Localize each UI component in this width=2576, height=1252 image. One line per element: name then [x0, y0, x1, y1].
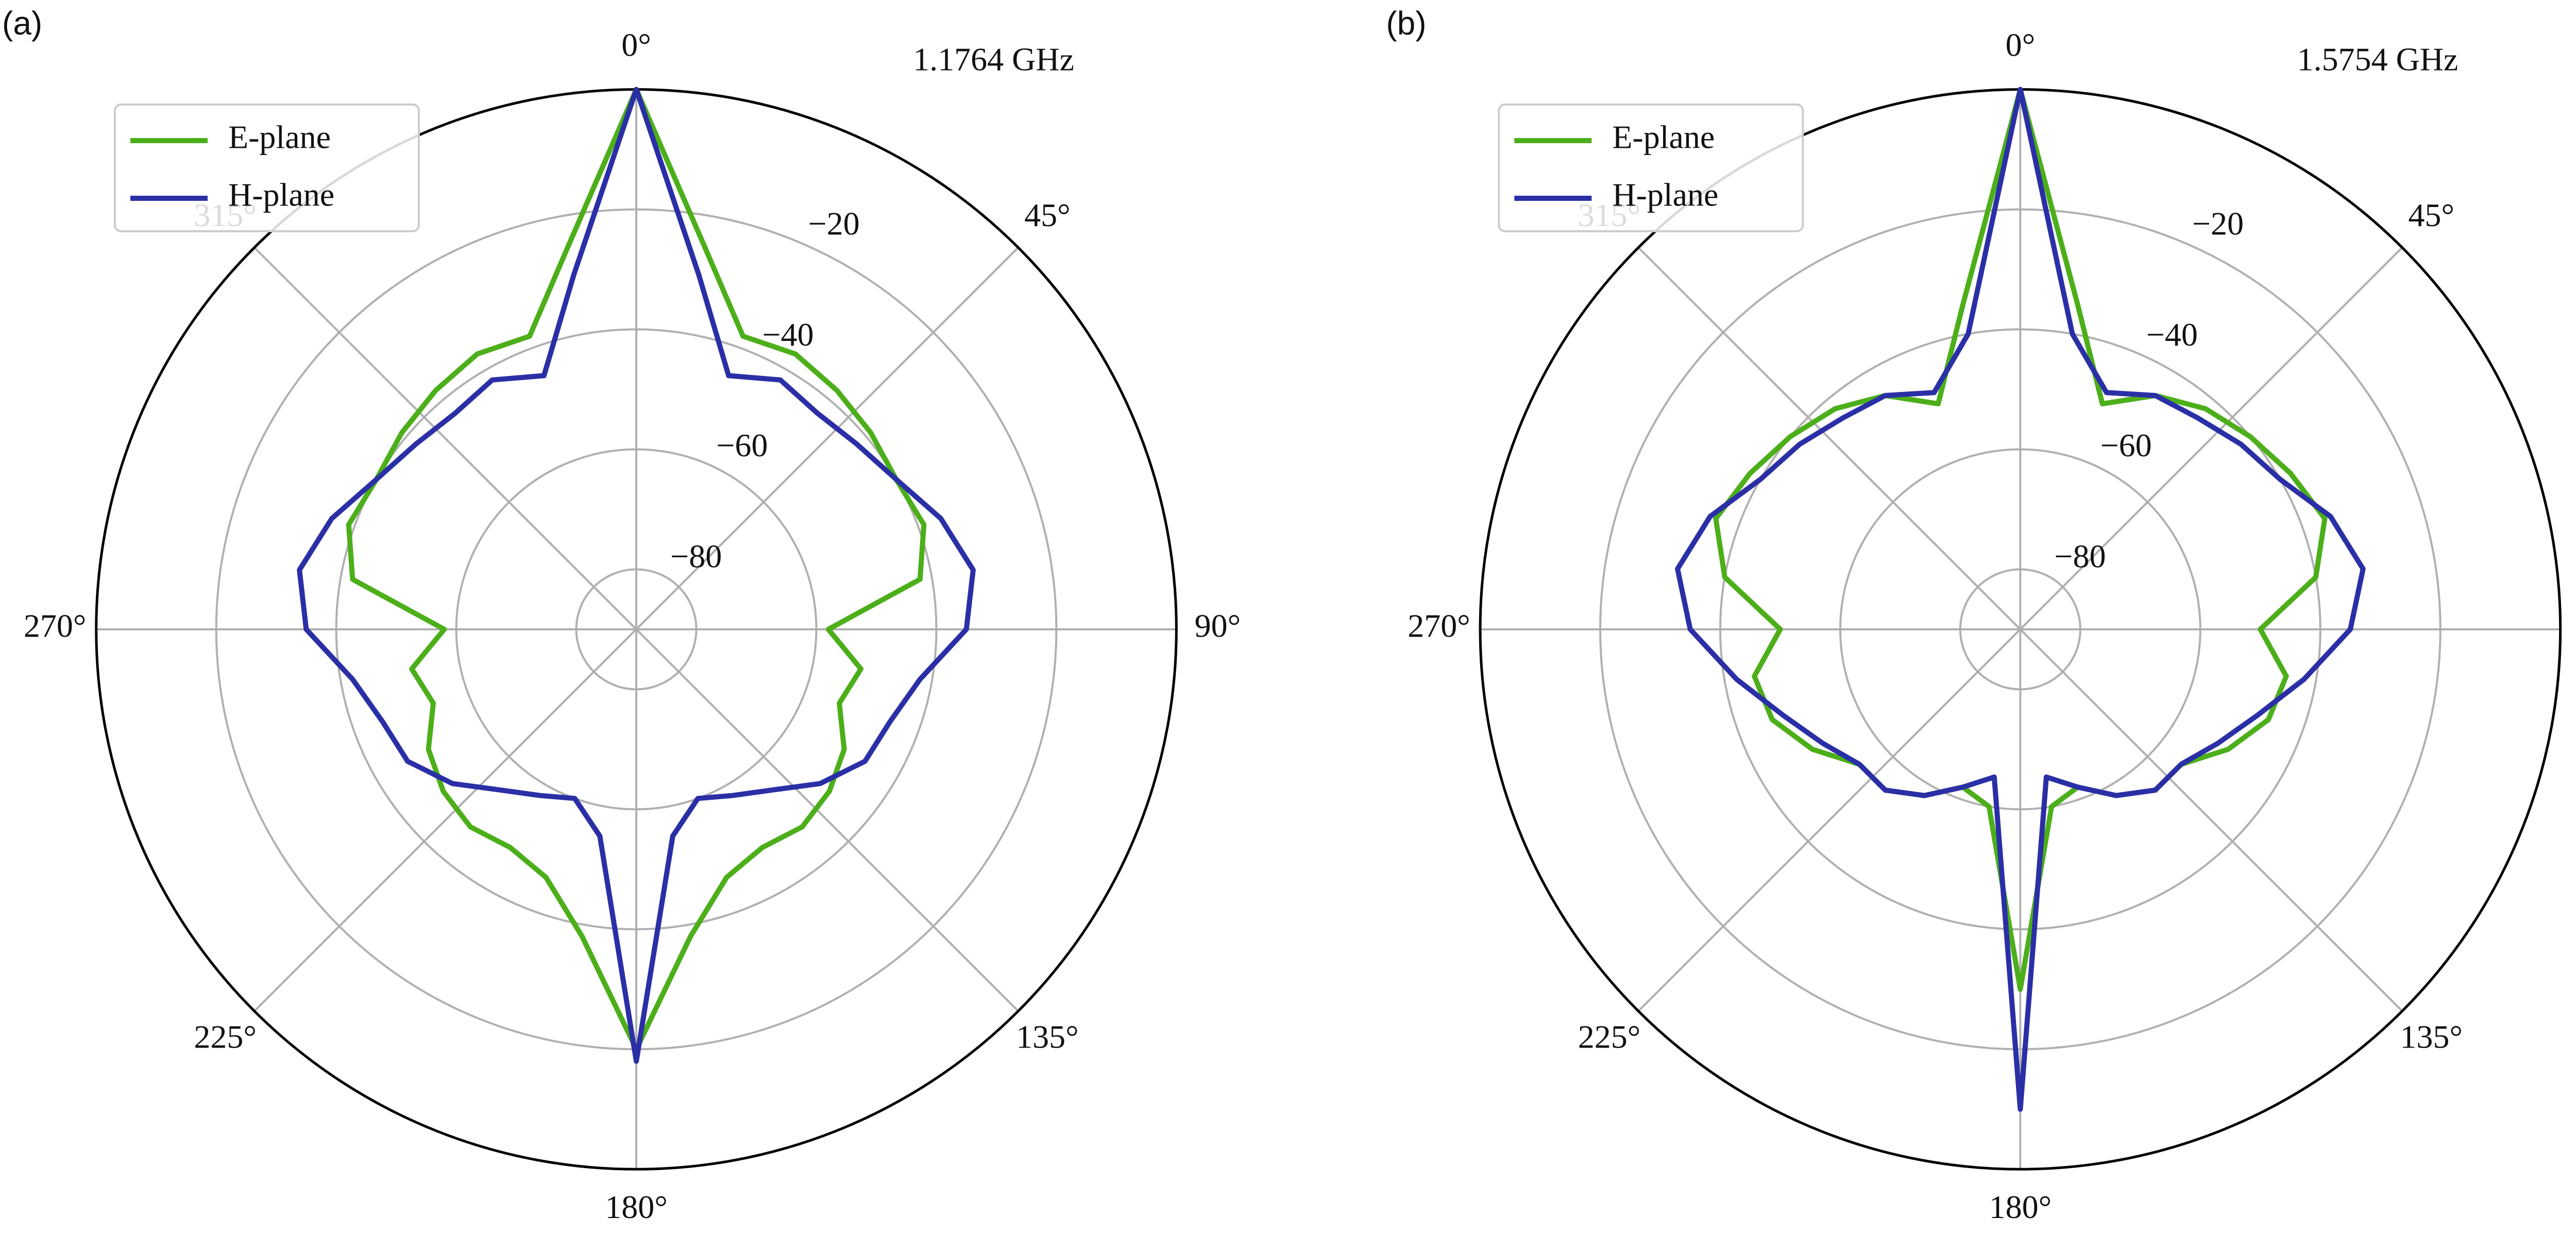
- radial-grid-circle: [335, 328, 938, 931]
- polar-panel: 0°45°90°135°180°225°270°315°−80−60−40−20…: [1386, 5, 2562, 1225]
- data-line: [1675, 87, 2366, 1112]
- radial-tick-label: −60: [2100, 427, 2152, 464]
- radial-grid-circle: [1959, 568, 2081, 691]
- radial-grid-circle: [1599, 208, 2442, 1051]
- frequency-annotation: 1.5754 GHz: [2297, 41, 2458, 78]
- angular-grid-line: [253, 628, 637, 1012]
- angle-tick-label: 45°: [1024, 197, 1071, 233]
- radial-grid-circle: [455, 448, 818, 811]
- legend-label: H-plane: [1612, 177, 1718, 213]
- legend-label: H-plane: [228, 177, 334, 213]
- data-line: [297, 87, 976, 1064]
- data-line: [1713, 87, 2328, 992]
- radial-tick-label: −40: [2146, 316, 2198, 353]
- angle-tick-label: 90°: [1195, 608, 1241, 644]
- angular-grid-line: [635, 247, 1019, 630]
- radial-tick-label: −20: [808, 205, 860, 242]
- angle-tick-label: 225°: [194, 1018, 257, 1055]
- angle-tick-label: 180°: [605, 1189, 668, 1225]
- frequency-annotation: 1.1764 GHz: [913, 41, 1074, 78]
- angle-tick-label: 270°: [1408, 608, 1470, 644]
- angle-tick-label: 270°: [24, 608, 87, 644]
- panel-label: (a): [2, 5, 42, 42]
- radial-tick-label: −80: [670, 538, 722, 574]
- angle-tick-label: 135°: [1016, 1018, 1079, 1055]
- legend-label: E-plane: [228, 119, 331, 156]
- angular-grid-line: [1637, 628, 2021, 1012]
- angle-tick-label: 45°: [2408, 197, 2454, 233]
- radial-grid-circle: [575, 568, 698, 691]
- angle-tick-label: 180°: [1989, 1189, 2052, 1225]
- legend-label: E-plane: [1612, 119, 1715, 156]
- angular-grid-line: [2019, 247, 2403, 630]
- angular-grid-line: [635, 628, 1019, 1012]
- angular-grid-line: [253, 247, 637, 630]
- angle-tick-label: 135°: [2400, 1018, 2463, 1055]
- angle-tick-label: 225°: [1578, 1018, 1641, 1055]
- radial-grid-circle: [1719, 328, 2321, 931]
- radial-tick-label: −80: [2054, 538, 2106, 574]
- angle-tick-label: 0°: [2006, 26, 2036, 63]
- angular-grid-line: [1637, 247, 2021, 630]
- angle-tick-label: 0°: [621, 26, 651, 63]
- radial-tick-label: −20: [2192, 205, 2244, 242]
- radial-grid-circle: [1839, 448, 2201, 811]
- polar-panel: 0°45°90°135°180°225°270°315°−80−60−40−20…: [2, 5, 1241, 1225]
- angular-grid-line: [2019, 628, 2403, 1012]
- radial-tick-label: −60: [716, 427, 768, 464]
- panel-label: (b): [1386, 5, 1426, 42]
